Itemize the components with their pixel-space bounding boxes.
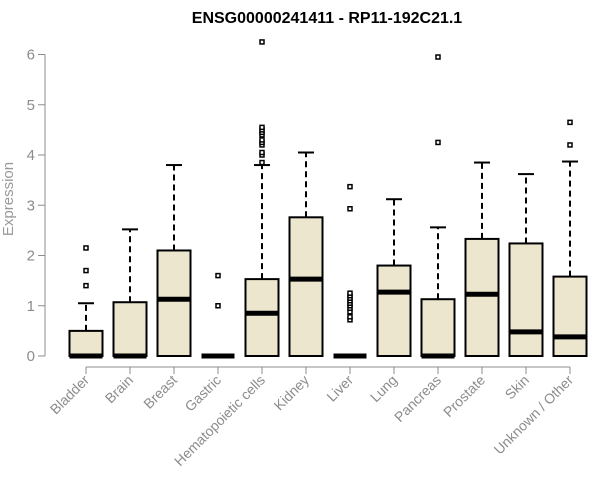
- outlier-point: [83, 245, 89, 251]
- outlier-point: [215, 272, 221, 279]
- outlier-point: [435, 54, 441, 60]
- y-tick-label: 5: [27, 97, 35, 114]
- y-tick-label: 4: [27, 147, 35, 164]
- y-tick-label: 0: [27, 348, 35, 365]
- box-iqr: [508, 242, 544, 357]
- box-bladder: [68, 245, 104, 359]
- box-lung: [376, 198, 412, 357]
- outlier-point: [83, 267, 89, 274]
- y-tick-label: 6: [27, 47, 35, 64]
- box-kidney: [288, 151, 324, 357]
- x-tick-label: Unknown / Other: [491, 372, 577, 458]
- outlier-point: [259, 149, 265, 156]
- outlier-point: [347, 183, 353, 190]
- box-liver: [333, 183, 367, 359]
- box-unknown-other: [552, 119, 588, 358]
- x-tick-label: Prostate: [440, 372, 488, 420]
- y-tick-label: 3: [27, 197, 35, 214]
- box-gastric: [201, 272, 235, 359]
- box-skin: [508, 173, 544, 357]
- outlier-point: [259, 159, 265, 166]
- x-tick-label: Bladder: [47, 372, 93, 418]
- box-iqr: [112, 301, 148, 358]
- box-hematopoietic-cells: [244, 39, 280, 357]
- outlier-point: [259, 137, 265, 143]
- outlier-point: [215, 303, 221, 309]
- outlier-point: [435, 139, 441, 146]
- x-tick-label: Pancreas: [391, 372, 444, 425]
- box-iqr: [288, 216, 324, 357]
- y-tick-label: 1: [27, 298, 35, 315]
- box-iqr: [68, 329, 104, 357]
- x-tick-label: Gastric: [181, 372, 224, 415]
- outlier-point: [259, 39, 265, 45]
- box-prostate: [464, 161, 500, 357]
- outlier-point: [347, 290, 353, 296]
- box-iqr: [156, 249, 192, 358]
- outlier-point: [347, 314, 353, 320]
- outlier-point: [259, 124, 265, 131]
- box-iqr: [552, 275, 588, 358]
- x-tick-label: Liver: [323, 372, 356, 405]
- box-iqr: [464, 237, 500, 357]
- x-tick-label: Lung: [367, 372, 400, 405]
- box-iqr: [376, 264, 412, 357]
- outlier-point: [567, 142, 573, 148]
- outlier-point: [83, 282, 89, 289]
- box-brain: [112, 228, 148, 359]
- y-axis-label: Expression: [0, 162, 17, 236]
- chart-title: ENSG00000241411 - RP11-192C21.1: [192, 10, 463, 27]
- box-pancreas: [420, 54, 456, 359]
- x-tick-label: Breast: [140, 372, 180, 412]
- y-tick-label: 2: [27, 248, 35, 265]
- box-iqr: [244, 278, 280, 357]
- box-iqr: [420, 298, 456, 357]
- boxes-group: [68, 39, 588, 359]
- y-axis: 0 1 2 3 4 5 6: [27, 47, 46, 365]
- outlier-point: [567, 119, 573, 126]
- x-tick-label: Skin: [502, 372, 533, 403]
- outlier-point: [347, 206, 353, 212]
- x-tick-label: Kidney: [271, 372, 313, 414]
- x-tick-label: Brain: [102, 372, 136, 406]
- box-breast: [156, 164, 192, 358]
